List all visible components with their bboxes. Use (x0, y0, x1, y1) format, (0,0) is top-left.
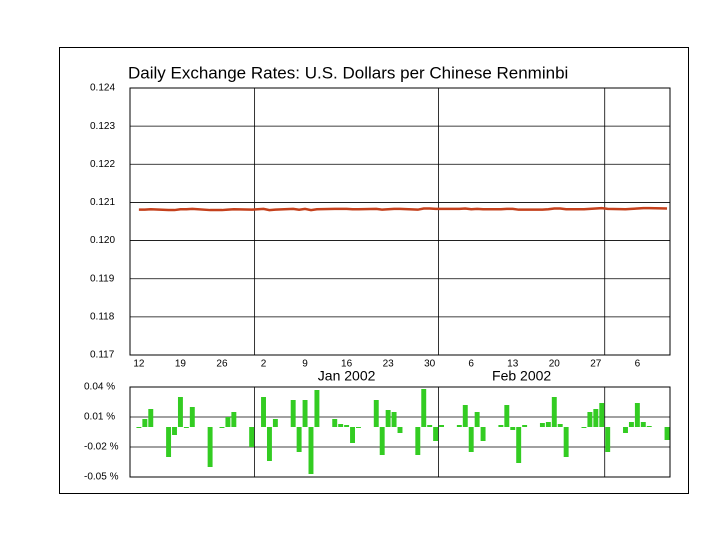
x-tick-label: 16 (341, 359, 353, 370)
bar (148, 409, 154, 427)
bar (587, 412, 593, 427)
bar (415, 427, 421, 455)
bar (628, 422, 634, 427)
bar (557, 424, 563, 427)
x-tick-label: 27 (590, 359, 602, 370)
x-tick-label: 12 (133, 359, 145, 370)
y-tick-label: 0.121 (90, 197, 115, 208)
bar (397, 427, 403, 433)
x-tick-label: 19 (175, 359, 187, 370)
rate-line (138, 206, 668, 212)
x-tick-label: 30 (424, 359, 436, 370)
y-tick-label: 0.120 (90, 235, 115, 246)
bar (272, 419, 278, 427)
bar (640, 422, 646, 427)
x-tick-label: 2 (261, 359, 267, 370)
y-tick-label: 0.119 (90, 273, 115, 284)
month-label: Feb 2002 (492, 368, 551, 384)
outer-frame (59, 47, 689, 494)
bar (231, 412, 237, 427)
bar (314, 390, 320, 427)
bar (290, 400, 296, 427)
bar (261, 397, 266, 427)
y-tick-label: -0.05 % (84, 472, 119, 483)
plot-frame (129, 87, 671, 356)
bar (421, 389, 427, 427)
x-tick-label: 26 (216, 359, 228, 370)
y-tick-label: -0.02 % (84, 442, 119, 453)
bar (634, 403, 640, 427)
x-tick-label: 6 (635, 359, 641, 370)
bar (136, 427, 142, 428)
bar (338, 424, 344, 427)
x-tick-label: 13 (507, 359, 519, 370)
bar (427, 425, 433, 427)
bar (563, 427, 569, 457)
bar (646, 426, 652, 427)
bar (664, 427, 670, 440)
y-tick-label: 0.123 (90, 121, 115, 132)
bar (302, 400, 308, 427)
bar (332, 419, 338, 427)
bar (183, 427, 189, 428)
x-tick-label: 6 (468, 359, 474, 370)
bar (545, 422, 551, 427)
bar (581, 427, 587, 428)
bar (391, 412, 397, 427)
bar (266, 427, 272, 461)
bar (350, 427, 355, 443)
y-tick-label: 0.118 (90, 311, 115, 322)
x-tick-label: 9 (302, 359, 308, 370)
bar (177, 397, 183, 427)
bar (522, 425, 528, 427)
y-tick-label: 0.01 % (84, 412, 115, 423)
bar (498, 425, 504, 427)
bar (480, 427, 486, 441)
y-tick-label: 0.04 % (84, 382, 115, 393)
bar (510, 427, 516, 430)
bar (593, 409, 599, 427)
bar (599, 403, 605, 427)
bar (296, 427, 302, 452)
bar (166, 427, 172, 457)
bar (516, 427, 522, 463)
bar (379, 427, 385, 455)
bar (219, 427, 225, 428)
x-tick-label: 23 (383, 359, 395, 370)
plot-frame (129, 386, 671, 478)
y-tick-label: 0.122 (90, 159, 115, 170)
bar (385, 410, 391, 427)
bar (225, 417, 231, 427)
bar (172, 427, 177, 435)
bar (474, 412, 480, 427)
bar (373, 400, 379, 427)
bar (456, 425, 462, 427)
bar (355, 427, 361, 428)
bar (308, 427, 314, 474)
bar (433, 427, 439, 441)
bar (439, 425, 445, 427)
bar (142, 419, 148, 427)
bar (207, 427, 213, 467)
x-tick-label: 20 (549, 359, 561, 370)
bar (551, 397, 557, 427)
bar (623, 427, 628, 433)
bar (344, 425, 350, 427)
bar (504, 405, 510, 427)
bar (605, 427, 611, 452)
bar (249, 427, 255, 447)
bar (189, 407, 195, 427)
bar (468, 427, 474, 452)
y-tick-label: 0.117 (90, 350, 115, 361)
month-label: Jan 2002 (318, 368, 376, 384)
y-tick-label: 0.124 (90, 83, 115, 94)
chart-title: Daily Exchange Rates: U.S. Dollars per C… (128, 63, 568, 82)
bar (462, 405, 468, 427)
bar (539, 423, 545, 427)
